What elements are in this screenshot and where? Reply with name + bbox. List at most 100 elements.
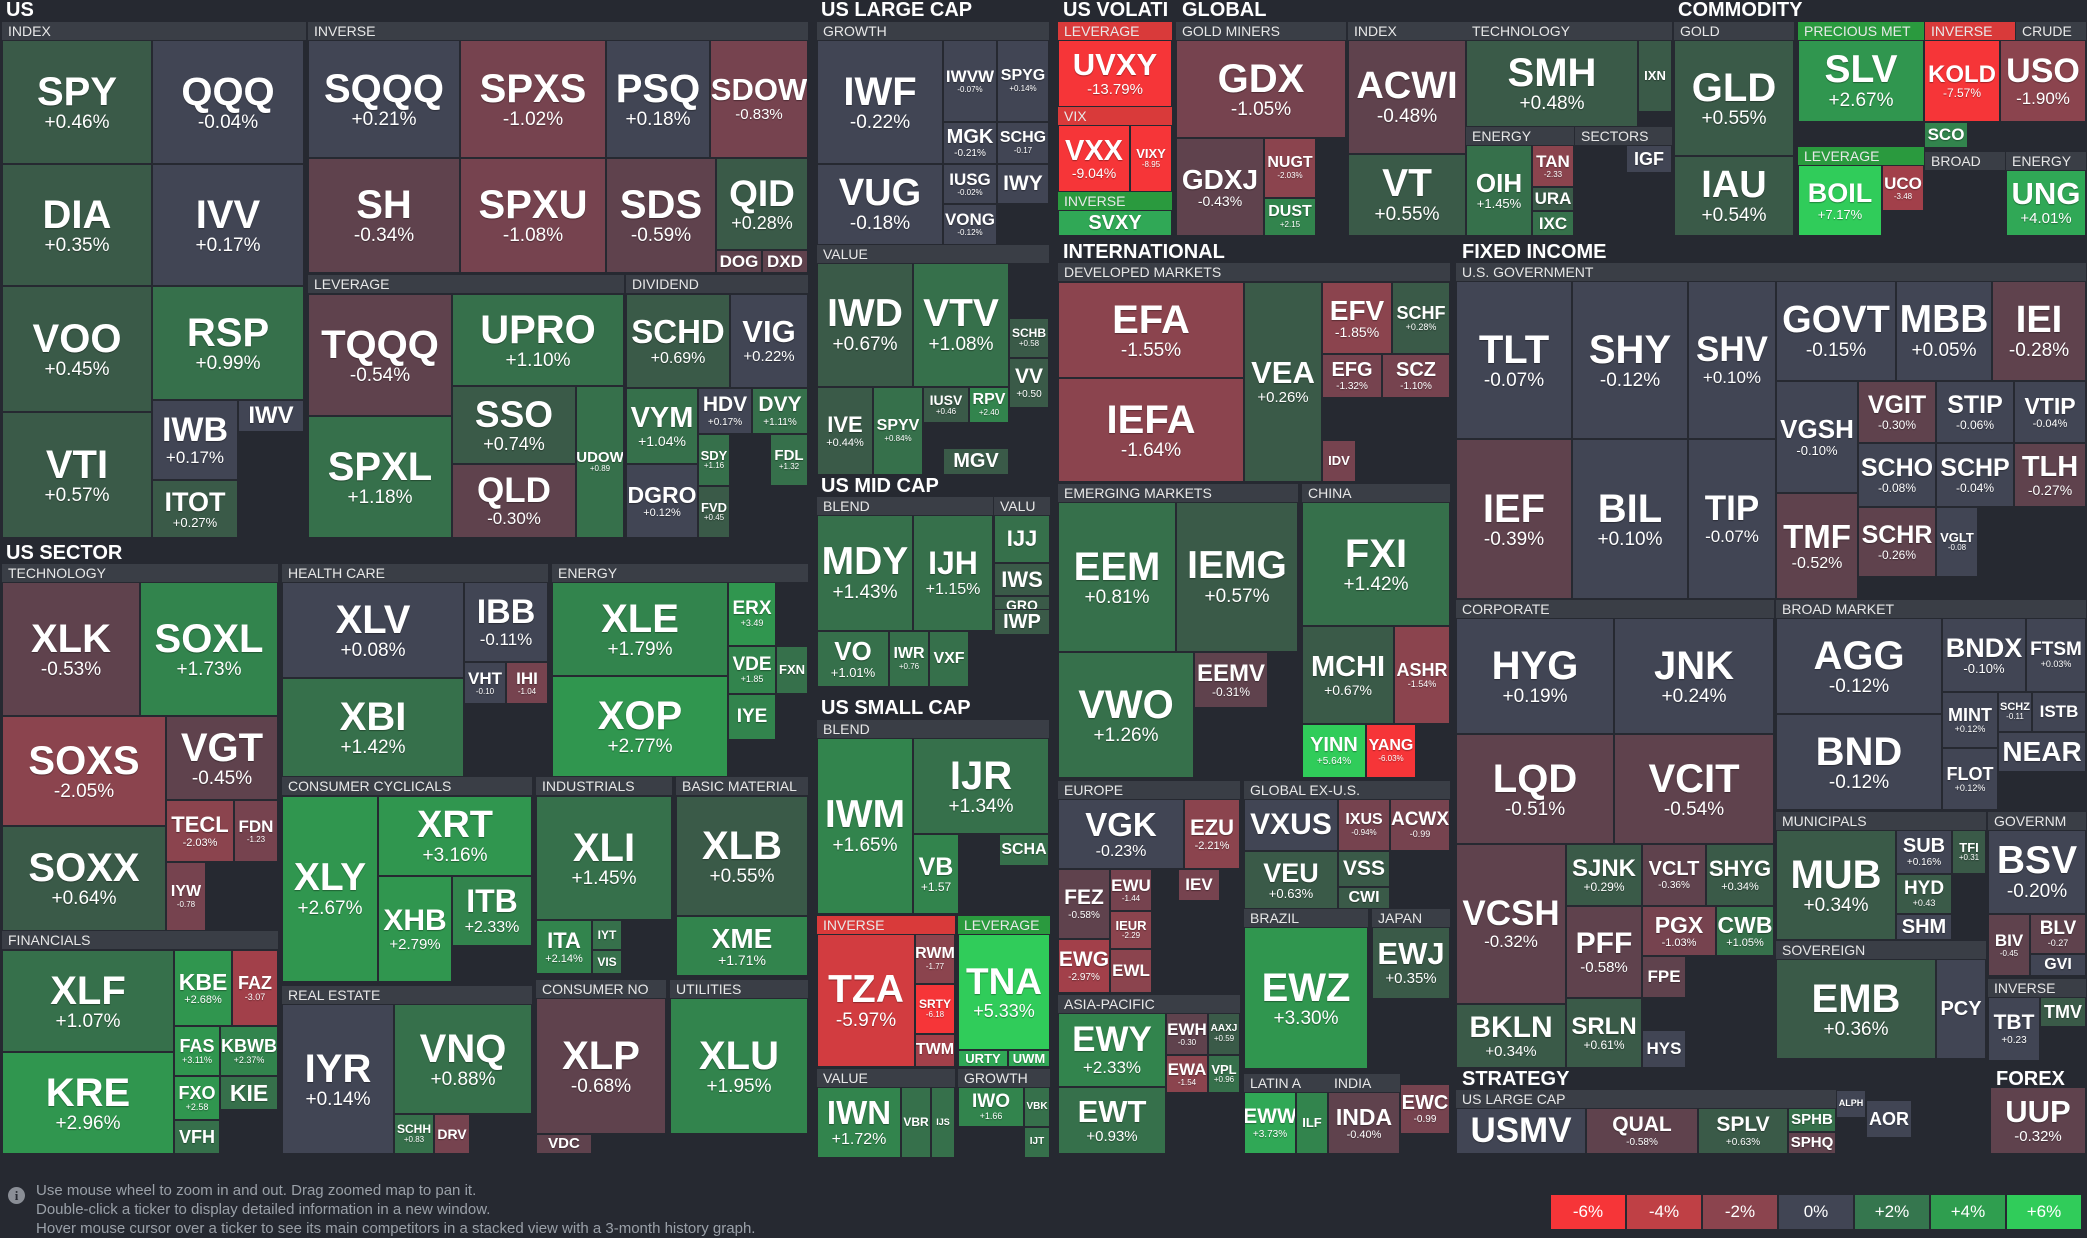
ticker-tile-hyd[interactable]: HYD +0.43: [1896, 874, 1952, 914]
ticker-tile-ezu[interactable]: EZU -2.21%: [1184, 799, 1240, 869]
ticker-tile-dia[interactable]: DIA +0.35%: [2, 164, 152, 286]
ticker-tile-vis[interactable]: VIS: [592, 950, 622, 974]
ticker-tile-pgx[interactable]: PGX -1.03%: [1642, 906, 1716, 956]
ticker-tile-sdow[interactable]: SDOW -0.83%: [710, 40, 808, 158]
ticker-tile-biv[interactable]: BIV -0.45: [1988, 914, 2030, 976]
ticker-tile-ixn[interactable]: IXN: [1638, 40, 1672, 112]
ticker-tile-dog[interactable]: DOG: [716, 250, 762, 273]
ticker-tile-vpl[interactable]: VPL +0.96: [1208, 1055, 1240, 1093]
ticker-tile-itb[interactable]: ITB +2.33%: [452, 876, 532, 946]
ticker-tile-vig[interactable]: VIG +0.22%: [730, 294, 808, 388]
ticker-tile-iyr[interactable]: IYR +0.14%: [282, 1004, 394, 1154]
ticker-tile-kold[interactable]: KOLD -7.57%: [1924, 40, 2000, 122]
ticker-tile-ewt[interactable]: EWT +0.93%: [1058, 1087, 1166, 1154]
ticker-tile-dgro[interactable]: DGRO +0.12%: [626, 464, 698, 538]
ticker-tile-stip[interactable]: STIP -0.06%: [1936, 381, 2014, 443]
ticker-tile-ftsm[interactable]: FTSM +0.03%: [2026, 618, 2086, 692]
ticker-tile-ijt[interactable]: IJT: [1024, 1127, 1050, 1158]
ticker-tile-vss[interactable]: VSS: [1338, 851, 1390, 887]
ticker-tile-shm[interactable]: SHM: [1896, 914, 1952, 940]
ticker-tile-vbk[interactable]: VBK: [1024, 1087, 1050, 1127]
ticker-tile-xlf[interactable]: XLF +1.07%: [2, 950, 174, 1052]
ticker-tile-iusg[interactable]: IUSG -0.02%: [943, 164, 997, 204]
ticker-tile-qqq[interactable]: QQQ -0.04%: [152, 40, 304, 164]
ticker-tile-soxx[interactable]: SOXX +0.64%: [2, 826, 166, 931]
ticker-tile-spxs[interactable]: SPXS -1.02%: [460, 40, 606, 158]
ticker-tile-xhb[interactable]: XHB +2.79%: [378, 876, 452, 982]
ticker-tile-kie[interactable]: KIE: [220, 1076, 278, 1110]
ticker-tile-pff[interactable]: PFF -0.58%: [1566, 906, 1642, 998]
ticker-tile-sjnk[interactable]: SJNK +0.29%: [1566, 844, 1642, 906]
ticker-tile-bndx[interactable]: BNDX -0.10%: [1942, 618, 2026, 692]
ticker-tile-eemv[interactable]: EEMV -0.31%: [1194, 652, 1268, 708]
ticker-tile-ixc[interactable]: IXC: [1532, 211, 1574, 236]
ticker-tile-vea[interactable]: VEA +0.26%: [1244, 282, 1322, 482]
ticker-tile-tan[interactable]: TAN -2.33: [1532, 145, 1574, 187]
ticker-tile-vt[interactable]: VT +0.55%: [1348, 154, 1466, 236]
ticker-tile-nugt[interactable]: NUGT -2.03%: [1264, 138, 1316, 198]
ticker-tile-vclt[interactable]: VCLT -0.36%: [1642, 844, 1706, 906]
ticker-tile-iwr[interactable]: IWR +0.76: [889, 631, 929, 687]
ticker-tile-fxo[interactable]: FXO +2.58: [174, 1076, 220, 1120]
ticker-tile-tna[interactable]: TNA +5.33%: [958, 934, 1050, 1050]
ticker-tile-xop[interactable]: XOP +2.77%: [552, 676, 728, 777]
ticker-tile-vixy[interactable]: VIXY -8.95: [1130, 125, 1172, 192]
ticker-tile-drv[interactable]: DRV: [434, 1114, 470, 1154]
ticker-tile-qual[interactable]: QUAL -0.58%: [1586, 1108, 1698, 1154]
ticker-tile-spxl[interactable]: SPXL +1.18%: [308, 416, 452, 538]
ticker-tile-schf[interactable]: SCHF +0.28%: [1392, 282, 1450, 354]
ticker-tile-iws[interactable]: IWS: [994, 563, 1050, 596]
ticker-tile-vgit[interactable]: VGIT -0.30%: [1858, 381, 1936, 443]
ticker-tile-boil[interactable]: BOIL +7.17%: [1798, 165, 1882, 236]
ticker-tile-erx[interactable]: ERX +3.49: [728, 582, 776, 646]
ticker-tile-iwm[interactable]: IWM +1.65%: [817, 738, 913, 914]
ticker-tile-inda[interactable]: INDA -0.40%: [1328, 1092, 1400, 1154]
ticker-tile-iev[interactable]: IEV: [1178, 869, 1220, 901]
ticker-tile-dxd[interactable]: DXD: [762, 250, 808, 273]
ticker-tile-dust[interactable]: DUST +2.15: [1264, 198, 1316, 236]
ticker-tile-mchi[interactable]: MCHI +0.67%: [1302, 626, 1394, 724]
ticker-tile-udow[interactable]: UDOW +0.89: [576, 386, 624, 538]
ticker-tile-jnk[interactable]: JNK +0.24%: [1614, 618, 1774, 734]
ticker-tile-schg[interactable]: SCHG -0.17: [997, 122, 1049, 164]
ticker-tile-kbe[interactable]: KBE +2.68%: [174, 950, 232, 1026]
ticker-tile-yang[interactable]: YANG -6.03%: [1366, 724, 1416, 778]
ticker-tile-ashr[interactable]: ASHR -1.54%: [1394, 626, 1450, 724]
ticker-tile-fas[interactable]: FAS +3.11%: [174, 1026, 220, 1076]
ticker-tile-iwv[interactable]: IWV: [238, 400, 304, 432]
ticker-tile-eww[interactable]: EWW +3.73%: [1244, 1092, 1296, 1154]
ticker-tile-aaxj[interactable]: AAXJ +0.59: [1208, 1013, 1240, 1055]
ticker-tile-xrt[interactable]: XRT +3.16%: [378, 796, 532, 876]
ticker-tile-vym[interactable]: VYM +1.04%: [626, 388, 698, 464]
ticker-tile-ive[interactable]: IVE +0.44%: [817, 387, 873, 475]
ticker-tile-ung[interactable]: UNG +4.01%: [2006, 170, 2086, 236]
ticker-tile-vcsh[interactable]: VCSH -0.32%: [1456, 844, 1566, 1004]
ticker-tile-alph[interactable]: ALPH: [1836, 1090, 1866, 1118]
ticker-tile-ijj[interactable]: IJJ: [994, 515, 1050, 563]
ticker-tile-bsv[interactable]: BSV -0.20%: [1988, 830, 2086, 914]
ticker-tile-ilf[interactable]: ILF: [1296, 1092, 1328, 1154]
ticker-tile-ewy[interactable]: EWY +2.33%: [1058, 1013, 1166, 1087]
ticker-tile-acwi[interactable]: ACWI -0.48%: [1348, 40, 1466, 154]
ticker-tile-splv[interactable]: SPLV +0.63%: [1698, 1108, 1788, 1154]
ticker-tile-ief[interactable]: IEF -0.39%: [1456, 439, 1572, 599]
ticker-tile-vnq[interactable]: VNQ +0.88%: [394, 1004, 532, 1114]
ticker-tile-ewu[interactable]: EWU -1.44: [1110, 869, 1152, 911]
ticker-tile-gvi[interactable]: GVI: [2030, 954, 2086, 976]
ticker-tile-shv[interactable]: SHV +0.10%: [1688, 281, 1776, 439]
ticker-tile-sphq[interactable]: SPHQ: [1788, 1132, 1836, 1154]
ticker-tile-vxus[interactable]: VXUS: [1244, 799, 1338, 851]
ticker-tile-soxl[interactable]: SOXL +1.73%: [140, 582, 278, 716]
ticker-tile-iwb[interactable]: IWB +0.17%: [152, 400, 238, 480]
ticker-tile-schr[interactable]: SCHR -0.26%: [1858, 507, 1936, 577]
ticker-tile-xme[interactable]: XME +1.71%: [676, 916, 808, 976]
ticker-tile-ibb[interactable]: IBB -0.11%: [464, 582, 548, 662]
ticker-tile-tlh[interactable]: TLH -0.27%: [2014, 443, 2086, 507]
ticker-tile-eem[interactable]: EEM +0.81%: [1058, 502, 1176, 652]
ticker-tile-sdy[interactable]: SDY +1.16: [698, 434, 730, 486]
ticker-tile-gdx[interactable]: GDX -1.05%: [1176, 40, 1346, 138]
ticker-tile-usmv[interactable]: USMV: [1456, 1108, 1586, 1154]
ticker-tile-xlv[interactable]: XLV +0.08%: [282, 582, 464, 678]
ticker-tile-svxy[interactable]: SVXY: [1058, 210, 1172, 236]
ticker-tile-iwn[interactable]: IWN +1.72%: [817, 1087, 901, 1158]
